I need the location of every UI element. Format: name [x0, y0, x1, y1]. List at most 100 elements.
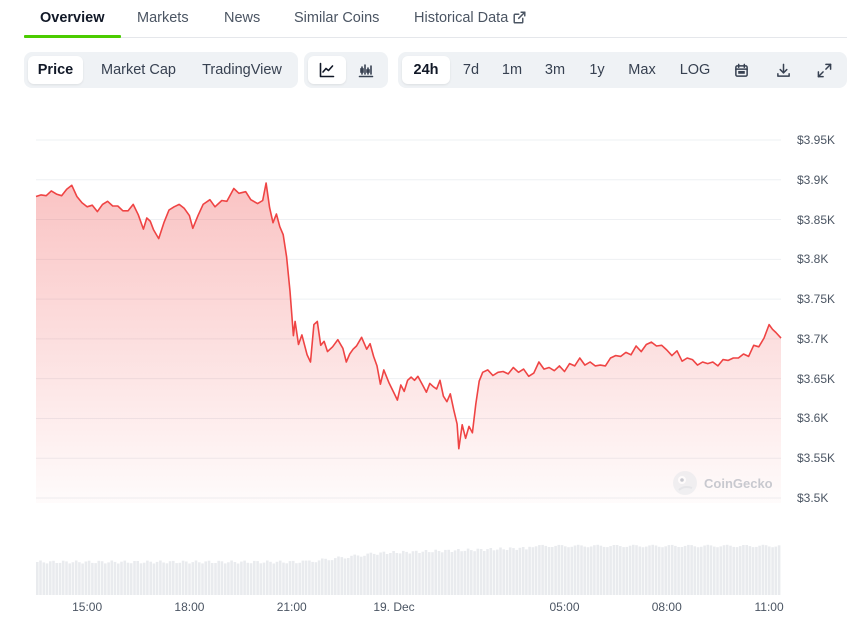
volume-bar	[431, 552, 434, 595]
volume-bar	[777, 545, 781, 595]
volume-bar	[272, 563, 276, 595]
date-range-button[interactable]	[724, 56, 758, 84]
volume-bar	[191, 562, 195, 595]
volume-bar	[755, 546, 758, 595]
volume-bar	[602, 546, 606, 595]
volume-bar	[402, 550, 405, 595]
volume-bar	[87, 560, 91, 595]
volume-bar	[168, 561, 172, 595]
volume-bar	[706, 544, 710, 595]
candlestick-chart-icon	[358, 64, 374, 78]
volume-bar	[269, 561, 272, 595]
volume-bar	[117, 563, 120, 595]
volume-bar	[201, 563, 204, 595]
volume-bar	[528, 546, 531, 595]
volume-bar	[499, 547, 502, 595]
download-icon	[776, 63, 790, 77]
volume-bar	[703, 545, 706, 595]
volume-bar	[42, 562, 46, 595]
range-1m-button[interactable]: 1m	[501, 62, 523, 78]
line-chart-icon	[319, 62, 335, 78]
volume-bar	[359, 556, 363, 595]
range-1y-button[interactable]: 1y	[589, 62, 605, 78]
range-24h-button[interactable]: 24h	[402, 56, 450, 84]
volume-bar	[259, 563, 263, 595]
tab-historical-data-label: Historical Data	[414, 10, 509, 26]
volume-bar	[347, 558, 350, 595]
volume-bar	[651, 544, 654, 595]
volume-bar	[194, 560, 198, 595]
volume-bar	[253, 560, 256, 595]
volume-bar	[586, 547, 590, 595]
volume-bar	[599, 545, 603, 595]
volume-bar	[564, 546, 567, 595]
y-tick-label: $3.7K	[797, 331, 829, 346]
volume-bar	[680, 547, 684, 595]
volume-bar	[729, 545, 732, 595]
log-scale-button[interactable]: LOG	[679, 62, 711, 78]
volume-bar	[683, 545, 687, 595]
tab-overview[interactable]: Overview	[40, 10, 105, 26]
price-button[interactable]: Price	[28, 56, 83, 84]
volume-bar	[262, 562, 266, 595]
volume-bar	[476, 548, 480, 595]
volume-bar	[745, 545, 748, 595]
volume-bar	[91, 562, 94, 595]
volume-bar	[227, 562, 230, 595]
volume-bar	[104, 563, 107, 595]
fullscreen-button[interactable]	[807, 56, 841, 84]
volume-bar	[311, 561, 314, 595]
volume-bar	[411, 551, 415, 595]
volume-bar	[198, 562, 201, 595]
volume-bar	[376, 554, 379, 595]
range-7d-button[interactable]: 7d	[462, 62, 480, 78]
tab-markets[interactable]: Markets	[137, 10, 189, 26]
line-chart-button[interactable]	[308, 56, 346, 84]
volume-bar	[440, 552, 444, 595]
volume-bar	[641, 547, 645, 595]
coingecko-logo-icon	[673, 471, 697, 495]
volume-bar	[593, 545, 596, 595]
volume-bar	[142, 562, 146, 595]
volume-bar	[217, 560, 220, 595]
volume-bar	[308, 560, 311, 595]
tradingview-button[interactable]: TradingView	[202, 62, 282, 78]
range-3m-button[interactable]: 3m	[544, 62, 566, 78]
y-tick-label: $3.5K	[797, 491, 829, 505]
range-max-button[interactable]: Max	[628, 62, 656, 78]
volume-bar	[719, 546, 723, 595]
volume-bar	[722, 545, 726, 595]
volume-bar	[544, 545, 548, 595]
volume-bar	[735, 547, 739, 595]
volume-bar	[372, 553, 376, 595]
volume-bar	[521, 547, 525, 595]
volume-bar	[139, 563, 143, 595]
volume-bar	[538, 545, 541, 595]
volume-bar	[337, 556, 340, 595]
x-tick-label: 05:00	[549, 600, 580, 614]
volume-bar	[301, 560, 305, 595]
volume-bar	[314, 562, 318, 595]
volume-bar	[725, 544, 729, 595]
volume-bar	[670, 544, 674, 595]
candlestick-chart-button[interactable]	[348, 56, 384, 84]
download-button[interactable]	[766, 56, 800, 84]
volume-bar	[123, 560, 127, 595]
volume-bar	[415, 550, 418, 595]
market-cap-button[interactable]: Market Cap	[101, 62, 176, 78]
external-link-icon	[513, 11, 526, 24]
coingecko-watermark: CoinGecko	[672, 470, 773, 496]
tab-historical-data[interactable]: Historical Data	[414, 10, 526, 38]
volume-bar	[732, 546, 735, 595]
volume-bar	[84, 561, 88, 595]
volume-bar	[175, 563, 178, 595]
volume-bar	[648, 545, 651, 595]
volume-bar	[126, 562, 130, 595]
tab-news[interactable]: News	[224, 10, 261, 26]
volume-bar	[207, 560, 211, 595]
volume-bar	[246, 562, 250, 595]
volume-bar	[185, 561, 188, 595]
volume-bar	[700, 546, 703, 595]
tab-similar-coins[interactable]: Similar Coins	[294, 10, 380, 26]
